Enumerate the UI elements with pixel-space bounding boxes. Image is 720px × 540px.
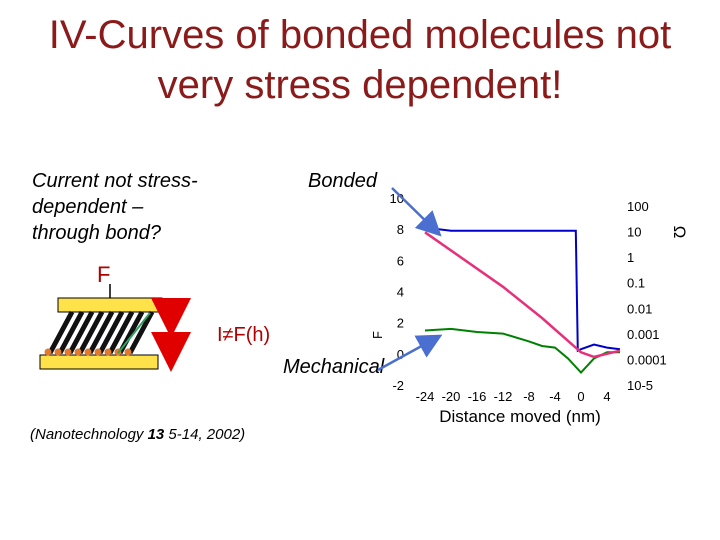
force-trace-line [424, 231, 621, 359]
molecule-chain [87, 310, 115, 355]
force-label: F [97, 262, 111, 287]
molecule-chain [47, 310, 75, 355]
molecule-chain [57, 310, 85, 355]
left-tick-label: 6 [397, 253, 404, 268]
x-tick-label: -16 [468, 389, 487, 404]
left-tick-label: 8 [397, 222, 404, 237]
x-tick-label: -8 [523, 389, 535, 404]
right-tick-label: 100 [627, 199, 649, 214]
right-tick-label: 10 [627, 225, 641, 240]
citation: (Nanotechnology 13 5-14, 2002) [30, 426, 245, 443]
anchor-atom [94, 348, 102, 356]
citation-suffix: 5-14, 2002) [164, 426, 246, 443]
x-tick-label: 0 [577, 389, 584, 404]
top-plate [57, 297, 163, 313]
x-tick-label: -4 [549, 389, 561, 404]
bonded-molecule [117, 312, 151, 354]
x-tick-label: 4 [603, 389, 610, 404]
left-tick-label: -2 [392, 378, 404, 393]
title-line-1: IV-Curves of bonded molecules not [48, 13, 672, 57]
anchor-atom [84, 348, 92, 356]
molecule-chain [67, 310, 95, 355]
note-line-3: through bond? [32, 222, 162, 244]
molecule-junction-diagram [39, 284, 191, 372]
plot-area [412, 197, 620, 387]
mechanical-pointer-arrow [377, 334, 443, 372]
left-axis-title: F [370, 331, 385, 339]
mechanical-label: Mechanical [283, 356, 385, 378]
slide-title: IV-Curves of bonded molecules not very s… [0, 10, 720, 110]
bonded-label: Bonded [308, 170, 377, 192]
current-force-label: I≠F(h) [217, 324, 271, 346]
right-tick-label: 0.0001 [627, 352, 667, 367]
left-tick-label: 0 [397, 347, 404, 362]
x-axis-title: Distance moved (nm) [439, 407, 601, 426]
anchor-atom [104, 348, 112, 356]
citation-volume: 13 [147, 426, 165, 443]
right-tick-label: 0.01 [627, 301, 652, 316]
molecule-chain [107, 310, 135, 355]
anchor-atom [54, 348, 62, 356]
x-tick-label: -24 [416, 389, 435, 404]
bonded-trace-line [424, 226, 621, 353]
molecule-chains [44, 310, 155, 356]
x-tick-label: -12 [494, 389, 513, 404]
stress-note: Current not stress- dependent – through … [32, 168, 198, 246]
right-axis-title: Ω [670, 226, 689, 239]
right-tick-label: 0.001 [627, 327, 660, 342]
chart-series [424, 226, 621, 374]
anchor-atom [44, 348, 52, 356]
molecule-chain [127, 310, 155, 355]
right-axis-ticks: 100 10 1 0.1 0.01 0.001 0.0001 10-5 [627, 199, 667, 393]
x-tick-label: -20 [442, 389, 461, 404]
anchor-atom [74, 348, 82, 356]
right-tick-label: 10-5 [627, 378, 653, 393]
left-tick-label: 2 [397, 316, 404, 331]
molecule-chain [97, 310, 125, 355]
note-line-2: dependent – [32, 196, 144, 218]
left-tick-label: 4 [397, 285, 404, 300]
anchor-atom [124, 348, 132, 356]
bottom-plate [39, 354, 159, 370]
citation-prefix: (Nanotechnology [30, 426, 148, 443]
title-line-2: very stress dependent! [157, 63, 563, 107]
right-tick-label: 1 [627, 250, 634, 265]
note-line-1: Current not stress- [32, 170, 198, 192]
molecule-chain [77, 310, 105, 355]
anchor-atom [64, 348, 72, 356]
x-axis-ticks: -24 -20 -16 -12 -8 -4 0 4 [416, 389, 611, 404]
bonded-pointer-arrow [391, 187, 442, 237]
right-tick-label: 0.1 [627, 276, 645, 291]
